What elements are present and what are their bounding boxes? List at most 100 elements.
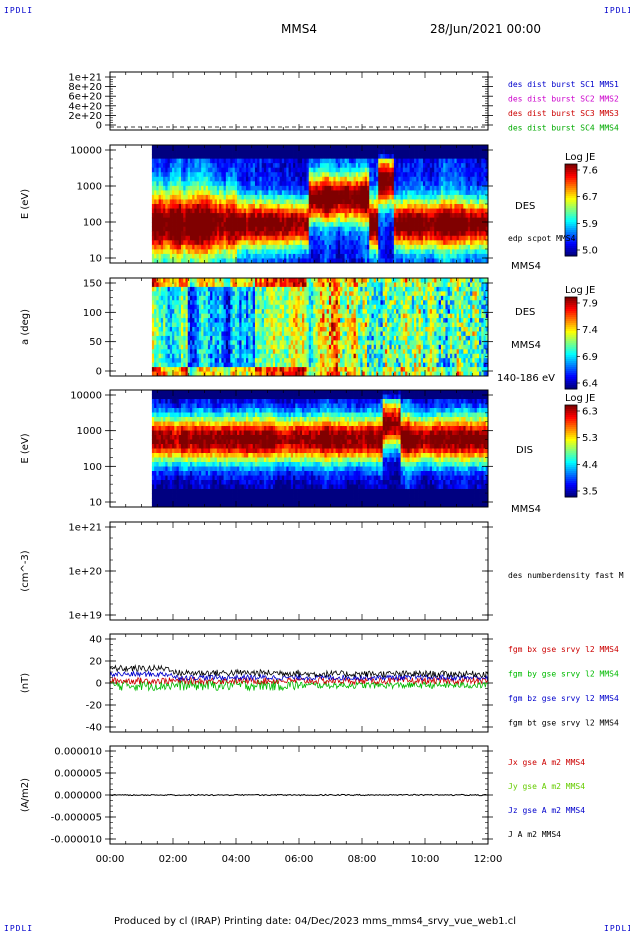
ytick-label-p1-2: 6e+20 <box>68 92 102 103</box>
xtick-label-3: 06:00 <box>285 854 314 865</box>
colorbar-tick-p3-3: 6.4 <box>582 379 598 390</box>
legend-p6-3: fgm bt gse srvy l2 MMS4 <box>508 719 619 728</box>
colorbar-frame-p3 <box>564 296 578 390</box>
colorbar-tick-p4-0: 6.3 <box>582 407 598 418</box>
ytick-label-p3-2: 50 <box>89 337 102 348</box>
ytick-label-p6-0: 40 <box>89 635 102 646</box>
legend-p1-1: des dist burst SC2 MMS2 <box>508 95 619 104</box>
panel-frame-p1 <box>109 71 489 131</box>
right-label-p3-1: MMS4 <box>511 340 541 351</box>
ytick-label-p2-3: 10 <box>89 254 102 265</box>
ytick-label-p6-4: -40 <box>86 723 102 734</box>
series-current <box>109 793 488 797</box>
minor-ticks-p1 <box>110 76 488 126</box>
panel-frame-p6 <box>109 633 489 733</box>
colorbar-tick-p2-2: 5.9 <box>582 219 598 230</box>
ytick-label-p1-4: 2e+20 <box>68 111 102 122</box>
corner-label-top-left: IPDLI <box>4 6 34 15</box>
ylabel-p7: (A/m2) <box>20 778 31 812</box>
ytick-label-p1-3: 4e+20 <box>68 101 102 112</box>
panel-frame-p2 <box>109 144 489 264</box>
right-label-p2-2: MMS4 <box>511 261 541 272</box>
corner-label-top-right: IPDLI <box>604 6 630 15</box>
ytick-label-p2-2: 100 <box>83 218 102 229</box>
colorbar-tick-p4-3: 3.5 <box>582 487 598 498</box>
heatmap-p2 <box>151 145 489 264</box>
colorbar-tick-p2-1: 6.7 <box>582 192 598 203</box>
ytick-label-p2-0: 10000 <box>70 146 102 157</box>
colorbar-p3 <box>564 296 580 390</box>
colorbar-tick-p4-1: 5.3 <box>582 433 598 444</box>
colorbar-tick-p4-2: 4.4 <box>582 460 598 471</box>
series-fgm <box>109 663 489 692</box>
colorbar-tick-p2-3: 5.0 <box>582 246 598 257</box>
colorbar-tick-p3-2: 6.9 <box>582 352 598 363</box>
ytick-label-p7-1: 0.000005 <box>54 769 102 780</box>
colorbar-title-p2: Log JE <box>565 152 595 163</box>
panel-frame-p5 <box>109 521 489 621</box>
ylabel-p2: E (eV) <box>20 189 31 219</box>
legend-p1-0: des dist burst SC1 MMS1 <box>508 80 619 89</box>
ytick-label-p7-3: -0.000005 <box>51 813 102 824</box>
ytick-label-p7-0: 0.000010 <box>54 747 102 758</box>
colorbar-tick-p3-0: 7.9 <box>582 299 598 310</box>
legend-p6-0: fgm bx gse srvy l2 MMS4 <box>508 645 619 654</box>
corner-label-bottom-right: IPDLI <box>604 924 630 933</box>
ylabel-p5: (cm^-3) <box>20 550 31 591</box>
ytick-label-p4-1: 1000 <box>77 426 102 437</box>
right-label-p3-0: DES <box>515 307 535 318</box>
ytick-label-p1-1: 8e+20 <box>68 82 102 93</box>
ytick-label-p3-0: 150 <box>83 279 102 290</box>
legend-p6-2: fgm bz gse srvy l2 MMS4 <box>508 694 619 703</box>
series-fgm-bt <box>109 663 489 679</box>
ytick-label-p5-0: 1e+21 <box>68 523 102 534</box>
colorbar-title-p3: Log JE <box>565 285 595 296</box>
xtick-label-2: 04:00 <box>222 854 251 865</box>
colorbar-frame-p2 <box>564 163 578 257</box>
legend-p7-1: Jy gse A m2 MMS4 <box>508 782 585 791</box>
ytick-label-p7-4: -0.000010 <box>51 835 102 846</box>
ylabel-p6: (nT) <box>20 673 31 693</box>
ytick-label-p3-1: 100 <box>83 308 102 319</box>
heatmap-p4 <box>151 390 489 508</box>
panel-frame-p4 <box>109 389 489 508</box>
colorbar-p4 <box>564 404 580 498</box>
legend-p1-2: des dist burst SC3 MMS3 <box>508 109 619 118</box>
colorbar-tick-p3-1: 7.4 <box>582 325 598 336</box>
heatmap-p3 <box>151 278 489 377</box>
ytick-label-p4-0: 10000 <box>70 391 102 402</box>
right-label-p4-1: MMS4 <box>511 504 541 515</box>
legend-p5-0: des numberdensity fast M <box>508 571 624 580</box>
panel-frame-p3 <box>109 277 489 377</box>
panel-frame-p7 <box>109 745 489 845</box>
ylabel-p3: a (deg) <box>20 309 31 345</box>
ylabel-p4: E (eV) <box>20 433 31 463</box>
right-label-p2-0: DES <box>515 201 535 212</box>
ytick-label-p2-1: 1000 <box>77 182 102 193</box>
ytick-label-p3-3: 0 <box>96 367 102 378</box>
ytick-label-p5-2: 1e+19 <box>68 611 102 622</box>
legend-p1-3: des dist burst SC4 MMS4 <box>508 124 619 133</box>
colorbar-tick-p2-0: 7.6 <box>582 166 598 177</box>
series-current-j <box>109 793 488 797</box>
legend-p7-3: J A m2 MMS4 <box>508 830 561 839</box>
spacecraft-title: MMS4 <box>281 22 317 36</box>
ytick-label-p5-1: 1e+20 <box>68 567 102 578</box>
right-label-p4-0: DIS <box>516 445 533 456</box>
xtick-label-5: 10:00 <box>411 854 440 865</box>
xtick-label-0: 00:00 <box>96 854 125 865</box>
xtick-label-1: 02:00 <box>159 854 188 865</box>
minor-ticks-p5 <box>110 526 488 616</box>
ytick-label-p4-2: 100 <box>83 462 102 473</box>
xtick-label-4: 08:00 <box>348 854 377 865</box>
ytick-label-p4-3: 10 <box>89 498 102 509</box>
ytick-label-p6-2: 0 <box>96 679 102 690</box>
ytick-label-p7-2: 0.000000 <box>54 791 102 802</box>
right-label-p3-2: 140-186 eV <box>497 373 555 384</box>
right-label-p2-1: edp scpot MMS4 <box>508 234 576 243</box>
footer-credits: Produced by cl (IRAP) Printing date: 04/… <box>114 916 516 927</box>
ytick-label-p6-1: 20 <box>89 657 102 668</box>
ytick-label-p1-5: 0 <box>96 121 102 132</box>
corner-label-bottom-left: IPDLI <box>4 924 34 933</box>
